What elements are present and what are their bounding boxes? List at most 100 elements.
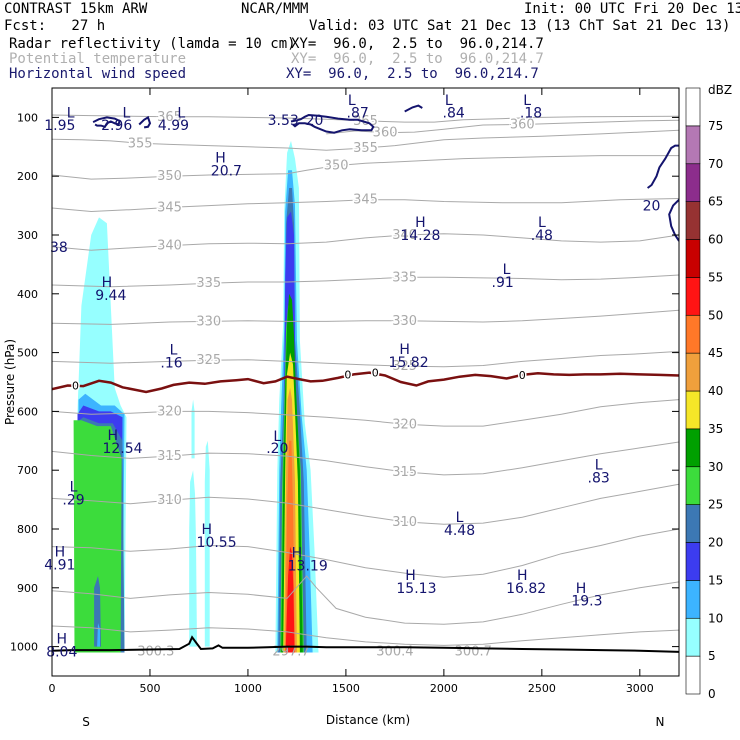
field-wind-xy: XY= 96.0, 2.5 to 96.0,214.7 [286,66,539,82]
x-tick-label: 500 [139,682,160,695]
colorbar-label: 5 [708,649,716,663]
wind-label: L [503,262,511,278]
wind-label: 15.82 [389,355,429,371]
theta-contour-label: 360 [510,117,535,132]
y-axis-title: Pressure (hPa) [3,339,17,425]
field-reflectivity-xy: XY= 96.0, 2.5 to 96.0,214.7 [291,36,544,52]
y-tick-label: 900 [17,582,38,595]
theta-value-label: 300.7 [455,644,492,659]
y-tick-label: 1000 [10,641,38,654]
south-label: S [82,715,90,729]
wind-label: H [415,215,426,231]
colorbar-swatch [685,428,701,468]
wind-label: L [445,93,453,109]
theta-contour-label: 320 [392,417,417,432]
colorbar-label: 45 [708,346,723,360]
reflectivity-cells [73,140,319,653]
theta-contour [52,274,679,288]
wind-label: 1.95 [44,118,75,134]
y-tick-label: 700 [17,464,38,477]
colorbar-label: 15 [708,573,723,587]
colorbar-swatch [685,542,701,581]
theta-contour [52,399,679,427]
y-tick-label: 300 [17,229,38,242]
wind-label: L [595,457,603,473]
colorbar-label: 10 [708,611,723,625]
wind-label: L [177,106,185,122]
y-tick-label: 600 [17,405,38,418]
reflectivity-cell-a-25 [73,420,122,653]
y-tick-label: 500 [17,347,38,360]
theta-contour-label: 355 [353,141,378,156]
wind-label: H [102,275,113,291]
theta-contour-label: 325 [392,359,417,374]
colorbar-label: 65 [708,195,723,209]
colorbar-swatch [685,352,701,392]
plot-frame [51,87,680,677]
wind-label: 38 [50,240,68,256]
wind-label: 20 [306,113,324,129]
colorbar-label: 0 [708,687,716,701]
theta-contour-label: 320 [157,404,182,419]
wind-contour [138,115,152,129]
y-tick-label: 100 [17,111,38,124]
wind-label: 3.53 [268,113,299,129]
colorbar-label: 60 [708,233,723,247]
wind-contour [404,104,423,113]
reflectivity-cell-b-outer [189,470,197,647]
colorbar-swatch [685,163,701,202]
wind-label: H [107,428,118,444]
field-reflectivity-name: Radar reflectivity (lamda = 10 cm) [9,36,296,52]
theta-contour [52,129,679,151]
y-tick-label: 800 [17,523,38,536]
reflectivity-cell-d-50 [285,546,295,653]
wind-contour [92,116,121,128]
field-theta-xy: XY= 96.0, 2.5 to 96.0,214.7 [291,51,544,67]
x-tick-label: 1500 [332,682,360,695]
wind-contour [668,198,679,242]
freezing-line [52,371,679,394]
wind-label: 4.48 [444,523,475,539]
y-tick-label: 400 [17,288,38,301]
theta-contour [326,119,679,135]
theta-contour-label: 345 [157,200,182,215]
wind-label: H [405,568,416,584]
theta-contour [52,155,679,180]
colorbar-label: 75 [708,119,723,133]
freezing-label: 0 [372,367,379,380]
wind-label: .18 [520,106,542,122]
theta-contour-label: 330 [196,314,221,329]
wind-label: L [170,343,178,359]
wind-label: .29 [62,493,84,509]
wind-label: 19.3 [571,594,602,610]
reflectivity-cell-b-upper [191,399,195,459]
freezing-level: 0 0 0 0 [52,365,679,394]
theta-contour-label: 325 [196,353,221,368]
wind-label: L [348,93,356,109]
colorbar-swatch [685,201,701,240]
wind-label: .83 [588,470,610,486]
wind-label: 13.19 [288,558,328,574]
wind-label: 15.13 [396,581,436,597]
wind-label: .91 [492,275,514,291]
x-axis-title: Distance (km) [326,713,410,727]
wind-label: L [523,93,531,109]
freezing-label: 0 [519,369,526,382]
wind-label: .84 [443,106,465,122]
colorbar-label: 40 [708,384,723,398]
theta-contour-label: 360 [373,126,398,141]
freezing-label: 0 [72,380,79,393]
wind-label: H [202,522,213,538]
wind-label: 14.28 [400,228,440,244]
wind-contour [646,144,679,189]
theta-contour-label: 350 [157,169,182,184]
wind-label: L [70,480,78,496]
colorbar-unit: dBZ [708,83,732,97]
wind-label: L [67,106,75,122]
header-forecast: Fcst: 27 h [4,18,106,34]
theta-contour-label: 310 [157,493,182,508]
colorbar-label: 50 [708,308,723,322]
colorbar: dBZ 0 5 10 15 20 25 30 35 40 45 50 55 60 65 70 75 [685,83,732,701]
wind-label: H [576,581,587,597]
colorbar-label: 35 [708,422,723,436]
